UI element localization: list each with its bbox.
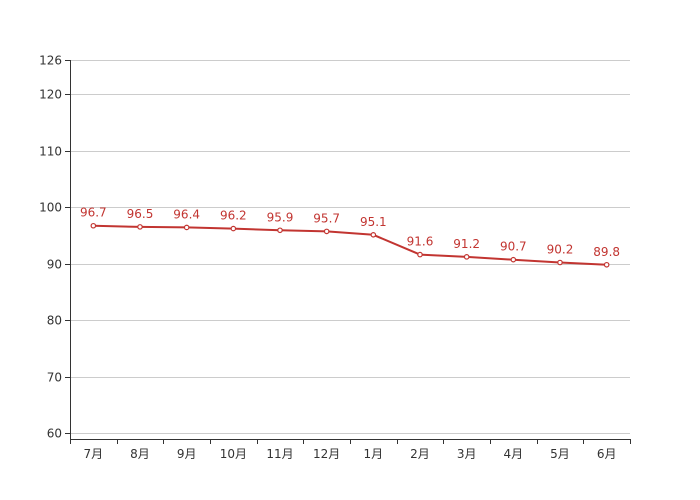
x-tick-label: 3月 [457, 447, 477, 461]
series-line [93, 224, 607, 266]
data-label: 96.2 [220, 209, 247, 223]
x-tick-label: 4月 [504, 447, 524, 461]
data-point[interactable] [323, 228, 330, 235]
x-tick-label: 6月 [597, 447, 617, 461]
x-axis-ticks: 7月 8月 9月 10月 11月 12月 1月 2月 3月 4月 5月 6月 [70, 439, 631, 461]
x-tick-label: 2月 [410, 447, 430, 461]
y-axis-ticks: 60 70 80 90 100 110 120 126 [39, 54, 70, 441]
data-label: 96.5 [127, 207, 154, 221]
x-tick-label: 1月 [364, 447, 384, 461]
data-point[interactable] [277, 227, 283, 234]
data-point[interactable] [137, 224, 143, 230]
x-tick-label: 11月 [266, 447, 293, 461]
data-label: 95.7 [313, 211, 340, 225]
data-labels: 96.7 96.5 96.4 96.2 95.9 95.7 95.1 91.6 91.2 90.7… [80, 206, 620, 259]
data-label: 90.2 [547, 243, 574, 257]
data-point[interactable] [557, 259, 563, 266]
grid-lines [70, 60, 630, 434]
series-layer [90, 222, 610, 268]
x-tick-label: 10月 [220, 447, 247, 461]
data-label: 90.7 [500, 240, 527, 254]
y-tick-label: 90 [47, 258, 62, 272]
x-tick-label: 8月 [130, 447, 150, 461]
data-point[interactable] [370, 231, 377, 238]
data-point[interactable] [510, 256, 517, 263]
data-label: 91.6 [407, 235, 434, 249]
data-label: 96.7 [80, 206, 107, 220]
data-label: 95.9 [267, 210, 294, 224]
data-point[interactable] [90, 222, 97, 229]
data-point[interactable] [230, 225, 237, 232]
y-tick-label: 70 [47, 371, 62, 385]
data-label: 89.8 [593, 245, 620, 259]
data-point[interactable] [183, 224, 190, 231]
x-tick-label: 9月 [177, 447, 197, 461]
y-tick-label: 120 [39, 88, 62, 102]
y-tick-label: 80 [47, 314, 62, 328]
data-point[interactable] [603, 261, 610, 268]
y-tick-label: 60 [47, 427, 62, 441]
data-point[interactable] [417, 251, 423, 258]
y-tick-label: 126 [39, 54, 62, 68]
y-tick-label: 100 [39, 201, 62, 215]
x-tick-label: 5月 [550, 447, 570, 461]
data-point[interactable] [463, 254, 470, 260]
x-tick-label: 7月 [84, 447, 104, 461]
y-tick-label: 110 [39, 145, 62, 159]
data-label: 95.1 [360, 215, 387, 229]
x-tick-label: 12月 [313, 447, 340, 461]
data-label: 96.4 [173, 207, 200, 221]
data-label: 91.2 [453, 237, 480, 251]
